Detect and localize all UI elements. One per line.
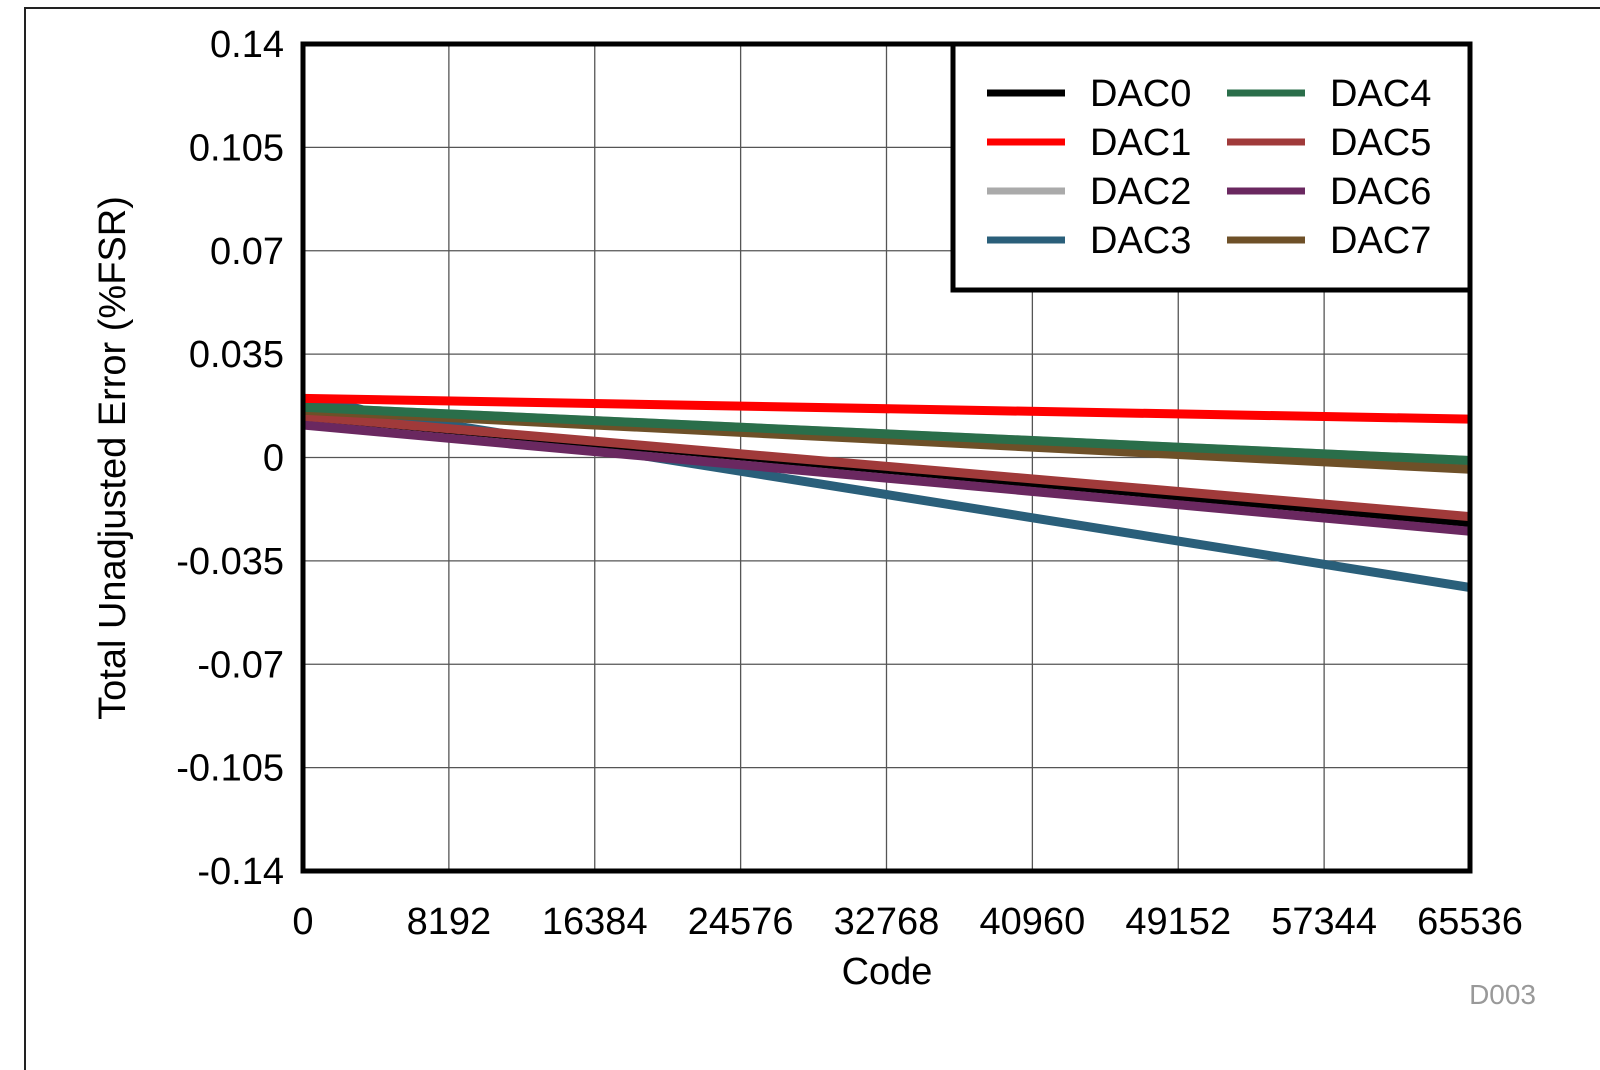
series-line-dac5: [302, 411, 1471, 522]
series-line-dac1: [302, 393, 1471, 424]
y-axis-label: Total Unadjusted Error (%FSR): [92, 196, 134, 720]
y-tick-label: -0.07: [197, 644, 284, 686]
legend-label: DAC5: [1330, 122, 1431, 164]
y-tick-label: 0.035: [189, 334, 284, 376]
legend-label: DAC6: [1330, 171, 1431, 213]
page-border-left: [24, 7, 26, 1070]
x-axis-label: Code: [842, 951, 933, 993]
y-tick-label: 0.14: [210, 24, 284, 66]
x-tick-labels: 0 8192 16384 24576 32768 40960 49152 57344 65536: [292, 901, 1522, 943]
y-tick-label: -0.105: [176, 748, 284, 790]
legend-label: DAC4: [1330, 73, 1431, 115]
x-tick-label: 24576: [688, 901, 794, 943]
x-tick-label: 32768: [834, 901, 940, 943]
x-tick-label: 57344: [1271, 901, 1377, 943]
y-tick-label: -0.14: [197, 851, 284, 893]
y-tick-label: -0.035: [176, 541, 284, 583]
legend-label: DAC7: [1330, 220, 1431, 262]
x-tick-label: 65536: [1417, 901, 1523, 943]
y-tick-label: 0: [263, 438, 284, 480]
series-lines: [302, 393, 1471, 592]
plot-frame: [300, 41, 1473, 874]
legend-label: DAC3: [1090, 220, 1191, 262]
x-tick-label: 8192: [407, 901, 492, 943]
legend-box: [950, 41, 1473, 293]
legend-label: DAC2: [1090, 171, 1191, 213]
y-tick-labels: 0.14 0.105 0.07 0.035 0 -0.035 -0.07 -0.105 -0.1…: [176, 24, 284, 893]
legend-label: DAC0: [1090, 73, 1191, 115]
y-tick-label: 0.105: [189, 127, 284, 169]
series-line-dac6: [302, 420, 1471, 536]
page-border-top: [25, 7, 1600, 9]
x-tick-label: 49152: [1125, 901, 1231, 943]
series-line-dac4: [302, 402, 1471, 465]
x-tick-label: 0: [292, 901, 313, 943]
legend-label: DAC1: [1090, 122, 1191, 164]
y-tick-label: 0.07: [210, 231, 284, 273]
x-tick-label: 16384: [542, 901, 648, 943]
x-tick-label: 40960: [980, 901, 1086, 943]
figure-id: D003: [1469, 979, 1536, 1010]
legend: DAC0 DAC1 DAC2 DAC3 DAC4 DAC5 DAC6 DAC7: [950, 41, 1473, 293]
